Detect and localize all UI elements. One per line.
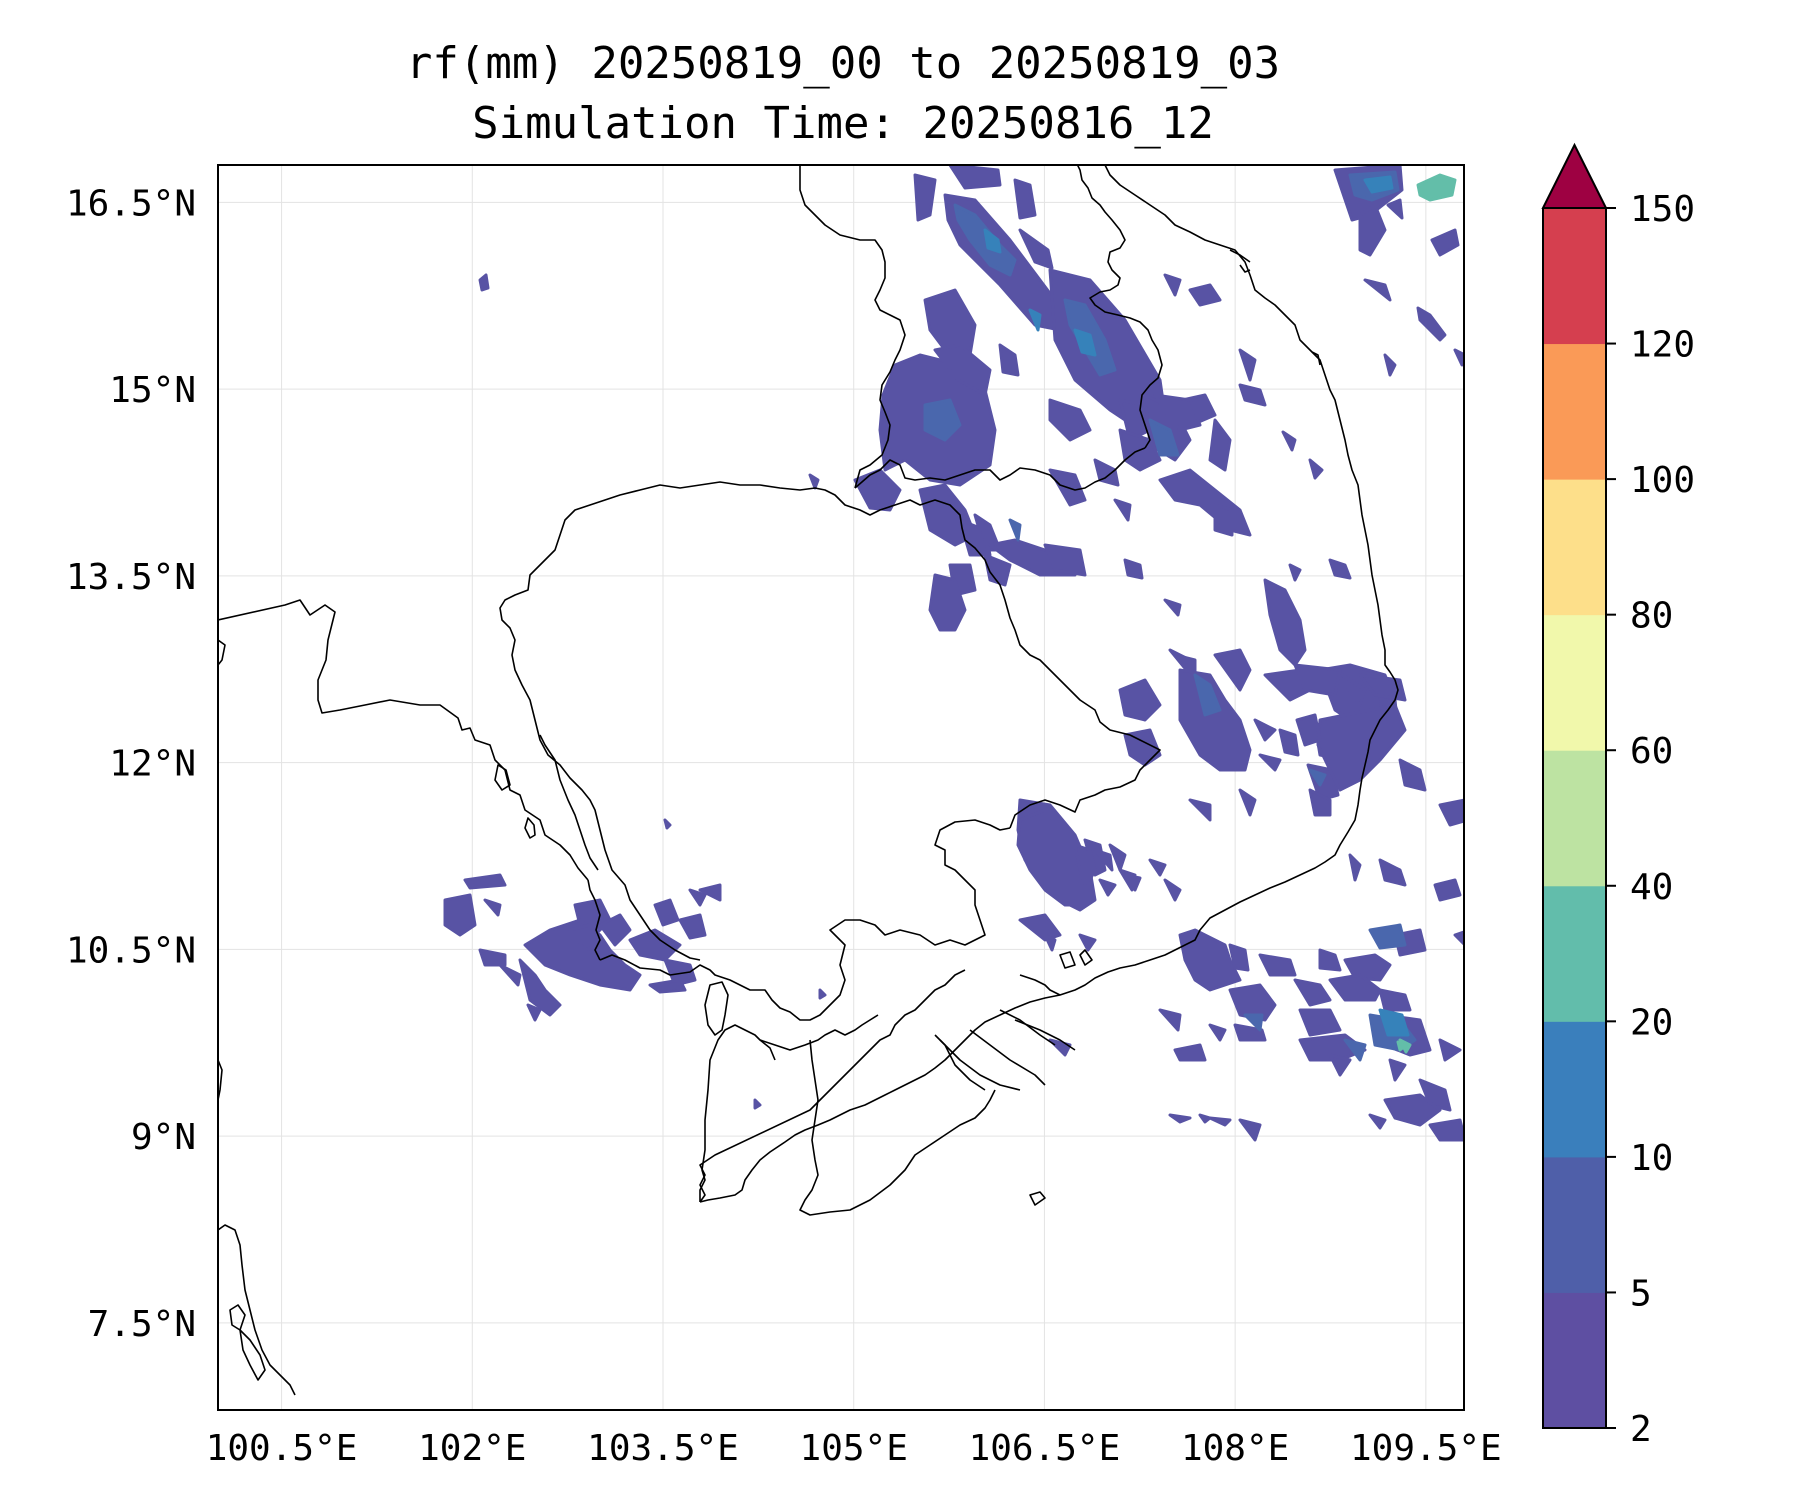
colorbar: 2 5 10 20 40 60 80 100 120 150	[1541, 142, 1695, 1450]
lon-tick-label: 103.5°E	[587, 1428, 739, 1469]
colorbar-frame	[1542, 208, 1607, 1429]
colorbar-segment	[1543, 1021, 1606, 1158]
map-subtitle: Simulation Time: 20250816_12	[472, 98, 1214, 149]
colorbar-tick-label: 20	[1630, 1002, 1673, 1043]
lat-tick-label: 7.5°N	[88, 1304, 196, 1345]
rain-peak	[1396, 173, 1457, 1054]
colorbar-segment	[1543, 750, 1606, 887]
lon-tick-label: 100.5°E	[206, 1428, 358, 1469]
rain-mid	[923, 170, 1417, 1062]
lon-tick-label: 106.5°E	[969, 1428, 1121, 1469]
rain-light	[443, 165, 1464, 1142]
colorbar-segment	[1543, 885, 1606, 1022]
map-frame	[217, 164, 1465, 1411]
colorbar-segment	[1543, 614, 1606, 751]
lat-tick-label: 12°N	[109, 744, 196, 785]
colorbar-extend-arrow	[1541, 142, 1608, 209]
lon-tick-label: 109.5°E	[1350, 1428, 1502, 1469]
lat-tick-label: 13.5°N	[66, 557, 196, 598]
lon-tick-label: 102°E	[418, 1428, 526, 1469]
lon-tick-label: 108°E	[1181, 1428, 1289, 1469]
colorbar-tick-label: 5	[1630, 1273, 1652, 1314]
colorbar-tick-label: 2	[1630, 1409, 1652, 1450]
colorbar-tick-label: 120	[1630, 325, 1695, 366]
colorbar-tick-label: 40	[1630, 867, 1673, 908]
graticule	[218, 165, 1464, 1410]
colorbar-segment	[1543, 208, 1606, 345]
colorbar-tick-label: 150	[1630, 189, 1695, 230]
colorbar-segment	[1543, 479, 1606, 616]
colorbar-segment	[1543, 1292, 1606, 1429]
coastlines-and-borders	[218, 165, 1399, 1396]
colorbar-segment	[1543, 343, 1606, 480]
rainfall-contours	[443, 165, 1464, 1142]
lat-tick-label: 15°N	[109, 370, 196, 411]
rain-heavy	[983, 175, 1410, 1037]
lat-tick-label: 16.5°N	[66, 183, 196, 224]
lat-tick-label: 9°N	[131, 1117, 196, 1158]
lat-tick-label: 10.5°N	[66, 930, 196, 971]
colorbar-tick-label: 100	[1630, 460, 1695, 501]
lon-tick-label: 105°E	[800, 1428, 908, 1469]
colorbar-tick-label: 60	[1630, 731, 1673, 772]
colorbar-tick-label: 10	[1630, 1138, 1673, 1179]
axis-ticks: 100.5°E 102°E 103.5°E 105°E 106.5°E 108°E 109.…	[66, 183, 1502, 1469]
colorbar-tick-label: 80	[1630, 596, 1673, 637]
colorbar-segment	[1543, 1156, 1606, 1293]
map-title: rf(mm) 20250819_00 to 20250819_03	[405, 38, 1281, 89]
